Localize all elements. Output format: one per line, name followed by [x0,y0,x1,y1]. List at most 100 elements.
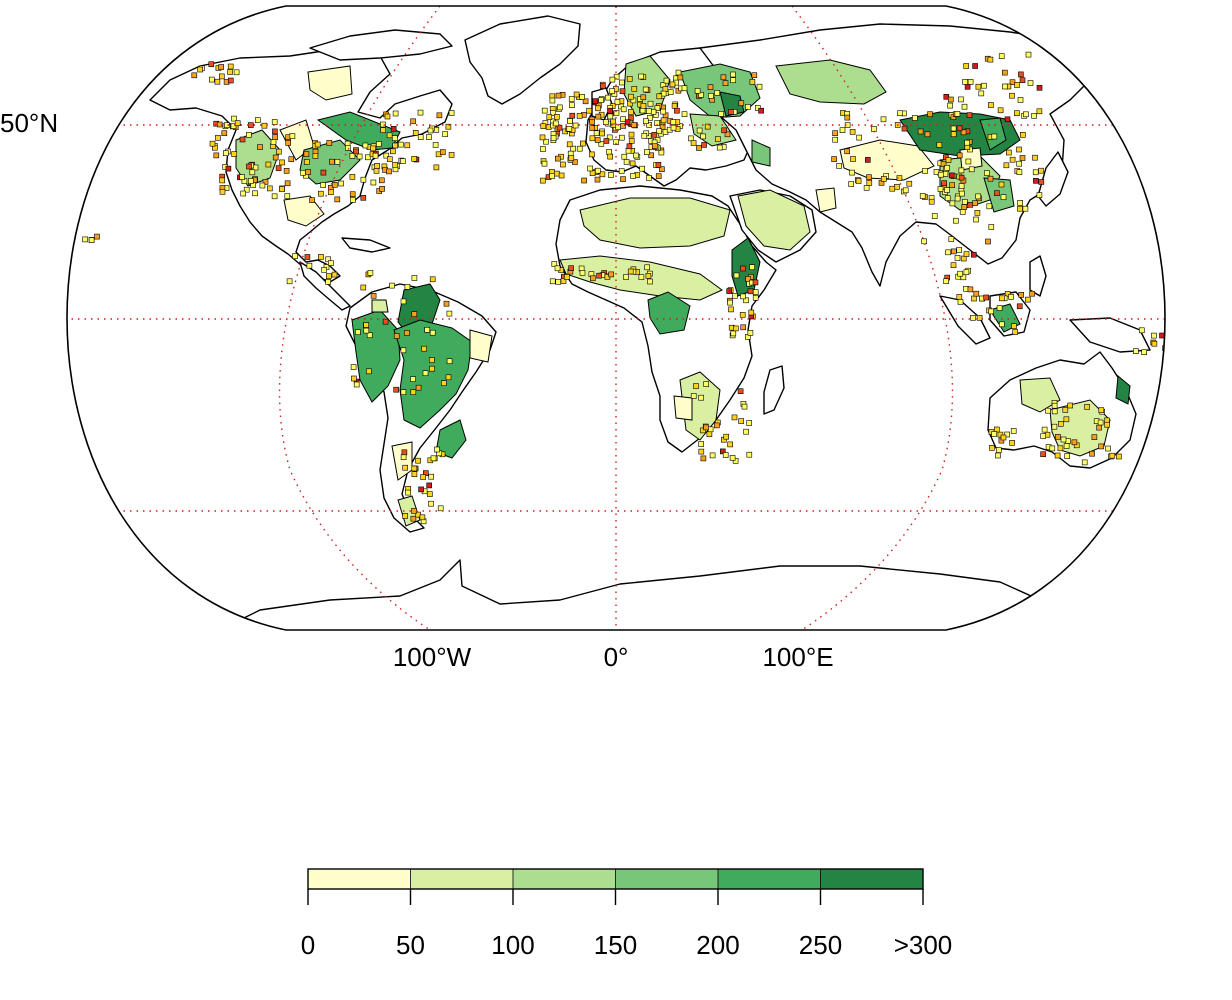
grid-cell-marker [255,117,261,123]
grid-cell-marker [362,142,369,149]
grid-cell-marker [370,145,376,152]
biome-region-18 [469,329,493,363]
grid-cell-marker [944,187,950,193]
grid-cell-marker [640,94,647,101]
grid-cell-marker [855,178,862,184]
grid-cell-marker [700,133,706,140]
grid-cell-marker [448,152,455,158]
grid-cell-marker [976,314,983,321]
grid-cell-marker [1038,179,1045,185]
grid-cell-marker [997,107,1004,114]
grid-cell-marker [617,103,624,110]
grid-cell-marker [732,325,739,332]
grid-cell-marker [209,140,216,147]
grid-cell-marker [618,134,625,141]
grid-cell-marker [1004,431,1011,438]
grid-cell-marker [707,93,714,99]
grid-cell-marker [400,298,407,305]
grid-cell-marker [1049,445,1056,452]
grid-cell-marker [224,122,230,128]
grid-cell-marker [628,131,635,138]
grid-cell-marker [978,90,985,97]
grid-cell-marker [618,168,625,174]
grid-cell-marker [983,294,990,301]
grid-cell-marker [594,176,601,183]
grid-cell-marker [952,217,959,224]
grid-cell-marker [1008,293,1014,300]
grid-cell-marker [997,431,1004,438]
grid-cell-marker [740,265,746,272]
grid-cell-marker [288,156,295,162]
grid-cell-marker [1014,82,1020,88]
grid-cell-marker [956,247,963,253]
grid-cell-marker [355,329,361,336]
grid-cell-marker [1051,423,1058,430]
grid-cell-marker [626,143,633,150]
grid-cell-marker [270,139,277,145]
grid-cell-marker [1025,296,1031,303]
grid-cell-marker [365,368,372,375]
grid-cell-marker [417,109,424,116]
grid-cell-marker [933,169,940,175]
grid-cell-marker [386,132,393,139]
grid-cell-marker [569,102,575,108]
grid-cell-marker [921,238,928,245]
grid-cell-marker [279,159,285,166]
grid-cell-marker [225,165,232,172]
grid-cell-marker [836,163,842,169]
grid-cell-marker [581,177,587,184]
grid-cell-marker [743,297,749,304]
grid-cell-marker [554,155,561,162]
grid-cell-marker [896,175,903,181]
grid-cell-marker [239,174,245,180]
grid-cell-marker [749,79,756,85]
grid-cell-marker [325,273,332,279]
grid-cell-marker [688,135,694,142]
grid-cell-marker [555,92,562,99]
grid-cell-marker [602,119,609,125]
grid-cell-marker [1010,428,1017,434]
grid-cell-marker [420,474,426,480]
grid-cell-marker [360,195,367,201]
grid-cell-marker [696,127,703,134]
grid-cell-marker [349,153,356,159]
grid-cell-marker [967,286,974,293]
grid-cell-marker [271,119,278,125]
grid-cell-marker [432,142,439,148]
grid-cell-marker [275,148,282,155]
grid-cell-marker [937,186,944,192]
grid-cell-marker [372,152,379,159]
grid-cell-marker [428,500,434,507]
grid-cell-marker [402,513,408,519]
grid-cell-marker [275,165,282,171]
grid-cell-marker [871,126,877,132]
grid-cell-marker [589,135,596,142]
grid-cell-marker [974,210,981,216]
grid-cell-marker [729,455,736,461]
grid-cell-marker [304,254,311,260]
grid-cell-marker [608,172,614,178]
grid-cell-marker [393,386,400,393]
grid-cell-marker [554,170,560,177]
grid-cell-marker [627,100,633,107]
grid-cell-marker [720,74,727,81]
grid-cell-marker [1159,469,1165,475]
grid-cell-marker [660,117,667,124]
grid-cell-marker [1017,97,1024,103]
grid-cell-marker [389,282,395,289]
grid-cell-marker [589,275,596,282]
grid-cell-marker [246,163,252,170]
grid-cell-marker [894,184,900,190]
grid-cell-marker [728,306,734,313]
grid-cell-marker [738,418,745,424]
grid-cell-marker [401,449,408,456]
grid-cell-marker [1016,146,1022,153]
grid-cell-marker [703,424,709,431]
grid-cell-marker [714,90,721,96]
grid-cell-marker [1016,160,1023,167]
grid-cell-marker [690,140,697,146]
grid-cell-marker [1144,491,1151,498]
grid-cell-marker [1016,303,1023,310]
grid-cell-marker [598,97,604,103]
grid-cell-marker [1091,434,1098,441]
